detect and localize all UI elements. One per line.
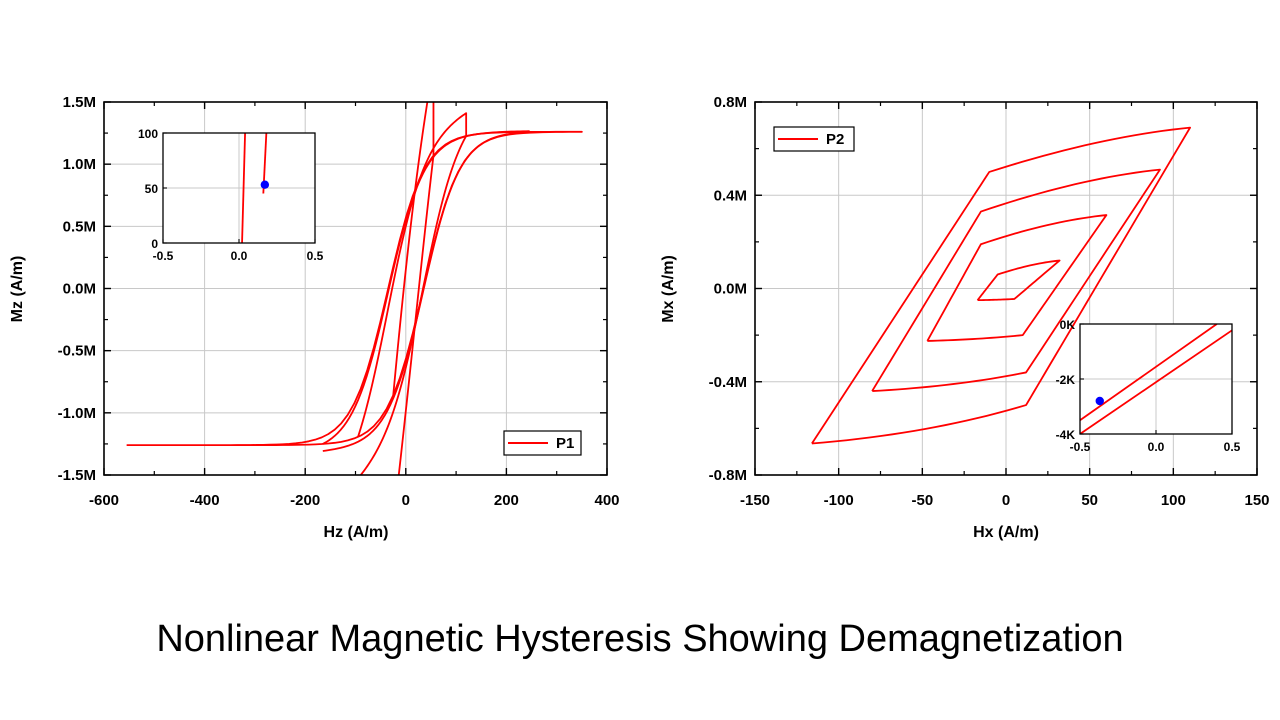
y-tick-label: 0.8M	[714, 94, 747, 111]
x-tick-label: 0	[1002, 492, 1010, 509]
x-tick-label: -400	[190, 492, 220, 509]
hysteresis-loop-2	[322, 130, 530, 452]
inset-x-tick-label: 0.0	[231, 249, 248, 263]
x-tick-label: -150	[740, 492, 770, 509]
y-tick-label: -0.4M	[709, 374, 747, 391]
hysteresis-loop-1	[811, 126, 1191, 445]
legend-label: P2	[826, 131, 844, 148]
hysteresis-loop-4	[392, 102, 435, 475]
inset-x-tick-label: 0.0	[1148, 440, 1165, 454]
hysteresis-loop-1	[126, 130, 583, 447]
inset-y-tick-label: 0	[151, 237, 158, 251]
x-tick-label: 50	[1081, 492, 1098, 509]
figure-caption: Nonlinear Magnetic Hysteresis Showing De…	[156, 618, 1124, 660]
series-P1	[126, 102, 583, 475]
inset-plot: -0.5 0.0 0.5 0 50 100	[138, 127, 324, 263]
legend: P2	[773, 126, 855, 152]
legend: P1	[503, 430, 582, 456]
y-tick-label: -0.5M	[58, 343, 96, 360]
hysteresis-loop-4	[976, 259, 1061, 302]
hysteresis-loop-2	[871, 168, 1161, 392]
x-tick-label: 100	[1161, 492, 1186, 509]
y-axis-title: Mz (A/m)	[9, 256, 26, 323]
inset-x-tick-label: -0.5	[153, 249, 174, 263]
inset-y-tick-label: -4K	[1056, 428, 1076, 442]
y-tick-label: 0.0M	[714, 281, 747, 298]
inset-x-tick-label: 0.5	[307, 249, 324, 263]
y-tick-label: -1.5M	[58, 467, 96, 484]
y-tick-label: -0.8M	[709, 467, 747, 484]
x-tick-label: 0	[402, 492, 410, 509]
inset-curve-2	[1080, 329, 1232, 434]
series-P2	[811, 126, 1191, 445]
x-tick-label: -100	[824, 492, 854, 509]
chart-panel-1: -600 -400 -200 0 200 400 -1.5M -1.0M -0.5M 0.0M 0.…	[9, 94, 620, 541]
hysteresis-loop-3	[926, 214, 1108, 342]
inset-y-tick-label: 100	[138, 127, 158, 141]
x-axis-title: Hx (A/m)	[973, 524, 1039, 541]
x-tick-label: 200	[494, 492, 519, 509]
inset-current-point-marker	[260, 180, 270, 189]
inset-curve-1	[241, 133, 246, 243]
inset-x-tick-label: -0.5	[1070, 440, 1091, 454]
inset-y-tick-label: -2K	[1056, 373, 1076, 387]
inset-y-tick-label: 50	[145, 182, 159, 196]
y-axis-title: Mx (A/m)	[660, 255, 677, 323]
x-axis-title: Hz (A/m)	[324, 524, 389, 541]
inset-current-point-marker	[1095, 396, 1104, 406]
chart-panel-2: -150 -100 -50 0 50 100 150 -0.8M -0.4M 0.0M 0.4M 0.…	[660, 94, 1270, 541]
y-tick-label: -1.0M	[58, 405, 96, 422]
y-tick-label: 0.0M	[63, 281, 96, 298]
inset-curve-1	[1080, 324, 1218, 421]
x-tick-label: 400	[594, 492, 619, 509]
y-tick-label: 1.0M	[63, 156, 96, 173]
inset-plot: -0.5 0.0 0.5 -4K -2K 0K	[1056, 318, 1241, 454]
legend-label: P1	[556, 435, 574, 452]
x-tick-label: -600	[89, 492, 119, 509]
y-tick-label: 0.4M	[714, 187, 747, 204]
inset-curves	[1080, 324, 1232, 434]
x-tick-label: -50	[911, 492, 933, 509]
y-tick-label: 1.5M	[63, 94, 96, 111]
inset-y-tick-label: 0K	[1060, 318, 1076, 332]
hysteresis-loop-3	[357, 112, 468, 475]
x-tick-label: -200	[290, 492, 320, 509]
x-tick-label: 150	[1244, 492, 1269, 509]
inset-x-tick-label: 0.5	[1224, 440, 1241, 454]
y-tick-label: 0.5M	[63, 218, 96, 235]
